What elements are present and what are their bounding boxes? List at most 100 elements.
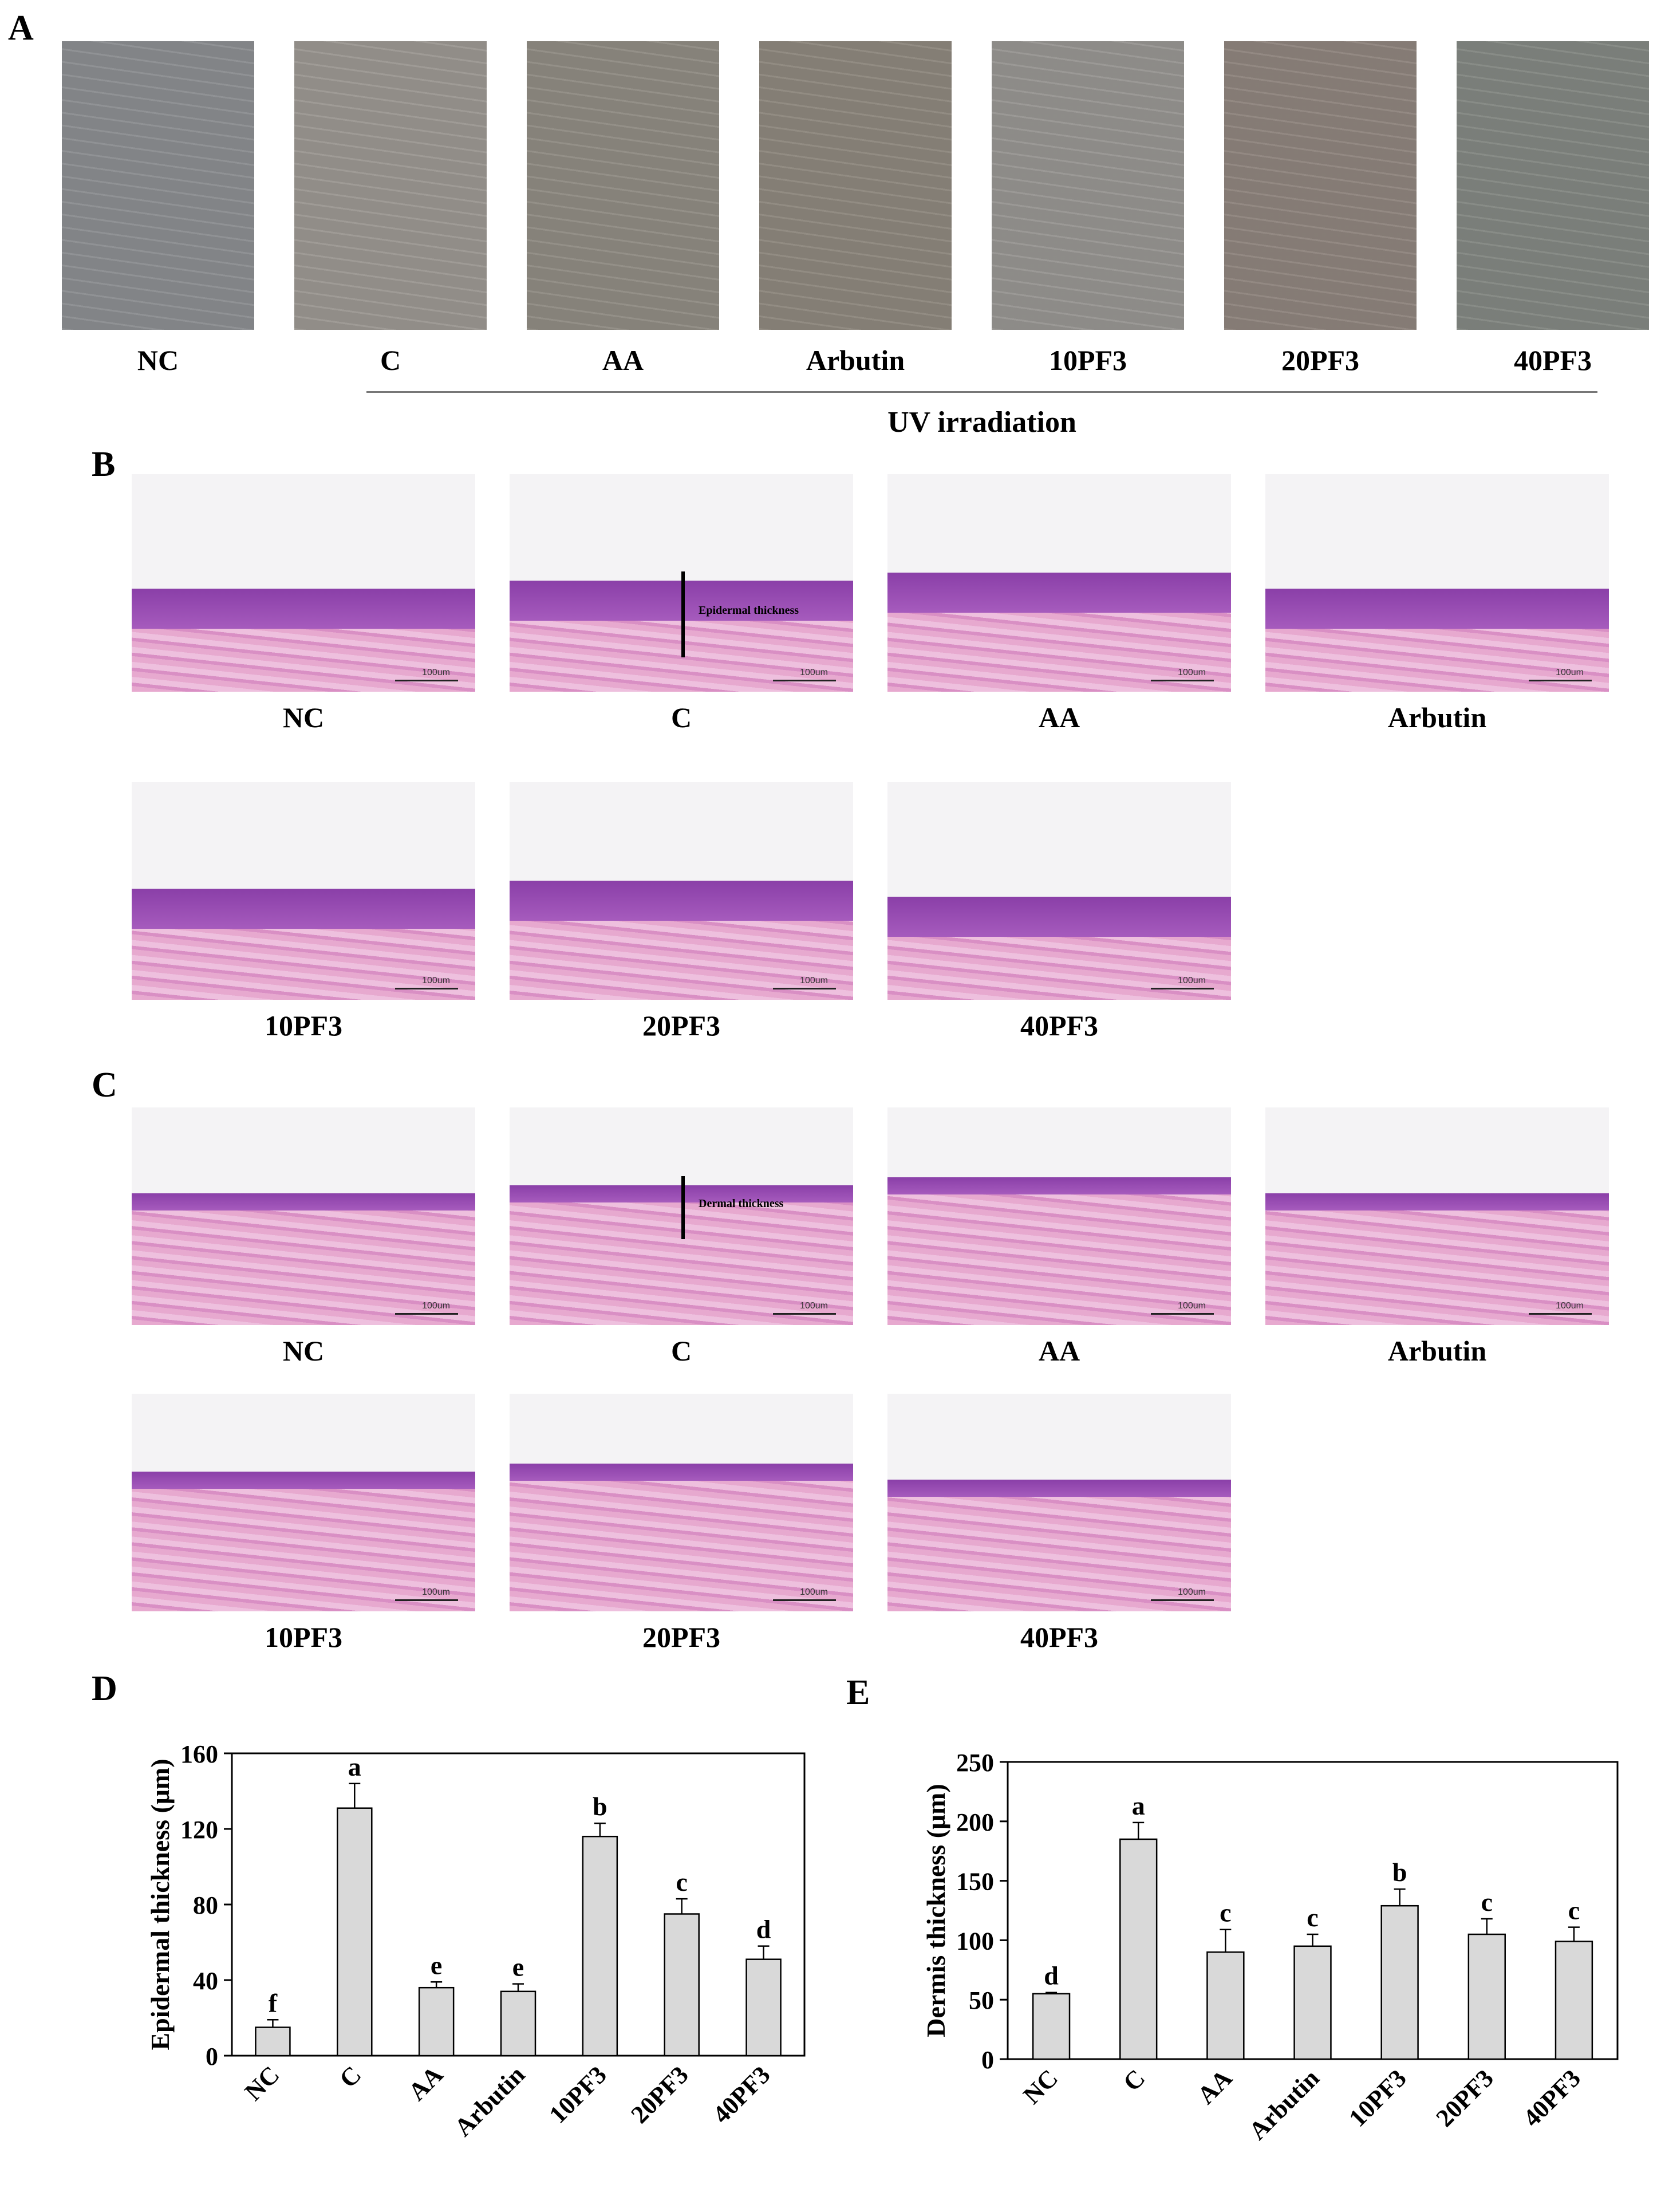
panelB-section-40pf3: 100um [887,782,1231,1000]
significance-letter-10pf3: b [593,1792,607,1821]
significance-letter-arbutin: e [512,1953,524,1982]
y-axis-label: Epidermal thickness (μm) [145,1758,175,2050]
panelC-label-c: C [670,1335,692,1367]
panelC-section-nc: 100um [132,1107,475,1325]
panelB-thickness-arrow [681,571,685,657]
panel-letter-d: D [92,1669,117,1708]
panelC-thickness-arrow [681,1176,685,1239]
skin-photo-40pf3 [1457,41,1649,330]
bar-nc [255,2026,291,2057]
y-axis-label: Dermis thickness (μm) [921,1784,950,2037]
panel-letter-c: C [92,1066,117,1105]
y-tick-label: 150 [956,1868,994,1896]
x-tick-label-arbutin: Arbutin [1244,2064,1325,2145]
photo-label-nc: NC [137,344,179,376]
x-tick-label-40pf3: 40PF3 [707,2060,775,2128]
bar-nc [1032,1993,1071,2060]
panelB-label-arbutin: Arbutin [1387,701,1487,734]
y-tick-label: 120 [180,1816,218,1844]
panelC-label-10pf3: 10PF3 [264,1621,343,1653]
panelC-section-20pf3: 100um [510,1394,853,1611]
bar-c [1119,1838,1158,2060]
significance-letter-40pf3: d [756,1915,771,1944]
panelC-label-arbutin: Arbutin [1387,1335,1487,1367]
y-tick-label: 250 [956,1749,994,1777]
significance-letter-c: a [348,1752,361,1781]
x-tick-label-nc: NC [239,2060,285,2106]
bar-c [337,1807,373,2057]
photo-label-40pf3: 40PF3 [1513,344,1592,376]
panel-letter-e: E [846,1673,870,1712]
skin-photo-c [294,41,487,330]
panel-letter-a: A [8,9,34,48]
bar-aa [1206,1951,1245,2060]
bar-40pf3 [745,1958,782,2057]
panelC-section-10pf3: 100um [132,1394,475,1611]
significance-letter-aa: e [431,1950,442,1980]
significance-letter-aa: c [1220,1898,1231,1927]
panelB-section-10pf3: 100um [132,782,475,1000]
y-tick-label: 0 [981,2046,994,2074]
y-tick-label: 50 [969,1986,994,2014]
x-tick-label-aa: AA [1192,2064,1238,2110]
panelB-label-aa: AA [1038,701,1080,734]
x-tick-label-nc: NC [1018,2064,1064,2110]
bar-aa [418,1986,455,2057]
x-tick-label-c: C [1118,2064,1150,2096]
panelB-section-c: 100um Epidermal thickness [510,474,853,692]
panelC-thickness-annotation: Dermal thickness [699,1197,784,1210]
y-tick-label: 200 [956,1808,994,1836]
y-tick-label: 0 [206,2043,218,2071]
panelB-section-nc: 100um [132,474,475,692]
panelB-label-c: C [670,701,692,734]
bar-10pf3 [582,1835,618,2057]
bar-arbutin [500,1990,536,2057]
photo-label-arbutin: Arbutin [806,344,905,376]
panelC-section-40pf3: 100um [887,1394,1231,1611]
bar-20pf3 [664,1913,700,2057]
y-tick-label: 80 [193,1891,218,1919]
x-tick-label-20pf3: 20PF3 [1431,2064,1499,2132]
skin-photo-aa [527,41,719,330]
uv-irradiation-label-a: UV irradiation [887,406,1076,439]
significance-letter-20pf3: c [676,1867,688,1896]
x-tick-label-40pf3: 40PF3 [1518,2064,1586,2132]
panelB-section-20pf3: 100um [510,782,853,1000]
photo-label-20pf3: 20PF3 [1281,344,1360,376]
panelB-label-10pf3: 10PF3 [264,1010,343,1042]
bar-20pf3 [1467,1933,1506,2060]
panel-letter-b: B [92,445,116,484]
significance-letter-c: a [1132,1791,1145,1820]
y-tick-label: 40 [193,1967,218,1995]
y-tick-label: 100 [956,1927,994,1955]
x-tick-label-10pf3: 10PF3 [544,2060,612,2128]
significance-letter-arbutin: c [1307,1903,1318,1932]
panelC-section-aa: 100um [887,1107,1231,1325]
panelC-section-c: 100um Dermal thickness [510,1107,853,1325]
panelC-label-nc: NC [282,1335,325,1367]
skin-photo-arbutin [759,41,952,330]
panelC-label-aa: AA [1038,1335,1080,1367]
x-tick-label-20pf3: 20PF3 [625,2060,693,2128]
photo-label-c: C [380,344,401,376]
photo-label-10pf3: 10PF3 [1048,344,1127,376]
y-tick-label: 160 [180,1740,218,1768]
panelB-section-aa: 100um [887,474,1231,692]
bar-arbutin [1293,1945,1332,2060]
skin-photo-nc [62,41,254,330]
panelB-label-nc: NC [282,701,325,734]
x-tick-label-arbutin: Arbutin [449,2060,530,2142]
panelB-label-40pf3: 40PF3 [1020,1010,1099,1042]
photo-label-aa: AA [602,344,644,376]
x-tick-label-aa: AA [403,2060,449,2106]
panelB-section-arbutin: 100um [1265,474,1609,692]
significance-letter-10pf3: b [1392,1858,1407,1887]
significance-letter-20pf3: c [1481,1887,1493,1917]
panelB-label-20pf3: 20PF3 [642,1010,721,1042]
panelC-section-arbutin: 100um [1265,1107,1609,1325]
significance-letter-nc: f [269,1988,278,2017]
uv-group-line-a [366,391,1597,393]
x-tick-label-10pf3: 10PF3 [1343,2064,1411,2132]
